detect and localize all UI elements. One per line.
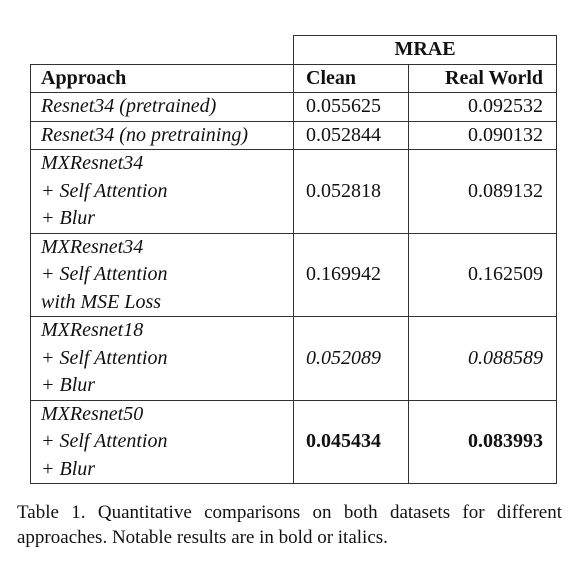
clean-cell: 0.055625 bbox=[293, 92, 409, 122]
clean-cell: 0.052818 bbox=[293, 149, 409, 234]
real-world-cell: 0.089132 bbox=[408, 149, 557, 234]
blank-cell bbox=[31, 36, 294, 65]
table-row: MXResnet50 + Self Attention + Blur 0.045434… bbox=[30, 399, 557, 484]
approach-cell: MXResnet34 + Self Attention + Blur bbox=[30, 149, 294, 234]
column-header: Clean bbox=[293, 63, 409, 93]
approach-cell: MXResnet18 + Self Attention + Blur bbox=[30, 316, 294, 401]
approach-line: with MSE Loss bbox=[41, 290, 162, 313]
table-row: MXResnet18 + Self Attention + Blur 0.052089… bbox=[30, 316, 557, 401]
approach-line: Resnet34 (no pretraining) bbox=[41, 123, 249, 146]
approach-line: + Self Attention bbox=[41, 430, 168, 452]
table-row: MXResnet34 + Self Attention + Blur 0.052818… bbox=[30, 149, 557, 234]
table-row: Resnet34 (no pretraining) 0.052844 0.09013… bbox=[30, 120, 557, 150]
clean-cell: 0.045434 bbox=[293, 399, 409, 484]
approach-cell: MXResnet50 + Self Attention + Blur bbox=[30, 399, 294, 484]
approach-line: MXResnet50 bbox=[41, 402, 144, 425]
approach-cell: Resnet34 (no pretraining) bbox=[30, 120, 294, 150]
results-table: MRAE Approach Clean Real World Resnet34 … bbox=[30, 35, 557, 484]
table-row: MXResnet34 + Self Attention with MSE Loss 0… bbox=[30, 232, 557, 317]
clean-cell: 0.169942 bbox=[293, 232, 409, 317]
approach-cell: Resnet34 (pretrained) bbox=[30, 92, 294, 122]
clean-cell: 0.052844 bbox=[293, 120, 409, 150]
caption: Table 1. Quantitative comparisons on bot… bbox=[17, 502, 562, 548]
real-world-cell: 0.162509 bbox=[408, 232, 557, 317]
real-world-cell: 0.090132 bbox=[408, 120, 557, 150]
clean-cell: 0.052089 bbox=[293, 316, 409, 401]
approach-line: Resnet34 (pretrained) bbox=[41, 95, 217, 117]
table-row: Resnet34 (pretrained) 0.055625 0.092532 bbox=[30, 92, 557, 122]
header-row: Approach Clean Real World bbox=[30, 63, 557, 93]
approach-line: + Self Attention bbox=[41, 179, 168, 202]
real-world-cell: 0.083993 bbox=[408, 399, 557, 484]
approach-line: + Blur bbox=[41, 207, 96, 229]
approach-line: + Self Attention bbox=[41, 263, 168, 285]
group-header-row: MRAE bbox=[31, 35, 557, 65]
column-header: Real World bbox=[408, 63, 557, 93]
column-header: Approach bbox=[30, 63, 294, 93]
real-world-cell: 0.092532 bbox=[408, 92, 557, 122]
table-body: Resnet34 (pretrained) 0.055625 0.092532 Res… bbox=[30, 92, 557, 484]
real-world-cell: 0.088589 bbox=[408, 316, 557, 401]
approach-line: + Self Attention bbox=[41, 346, 168, 369]
group-header: MRAE bbox=[293, 35, 557, 65]
approach-line: MXResnet34 bbox=[41, 235, 144, 258]
approach-line: MXResnet18 bbox=[41, 319, 144, 341]
approach-cell: MXResnet34 + Self Attention with MSE Loss bbox=[30, 232, 294, 317]
approach-line: + Blur bbox=[41, 457, 96, 480]
approach-line: + Blur bbox=[41, 374, 96, 396]
approach-line: MXResnet34 bbox=[41, 152, 144, 174]
